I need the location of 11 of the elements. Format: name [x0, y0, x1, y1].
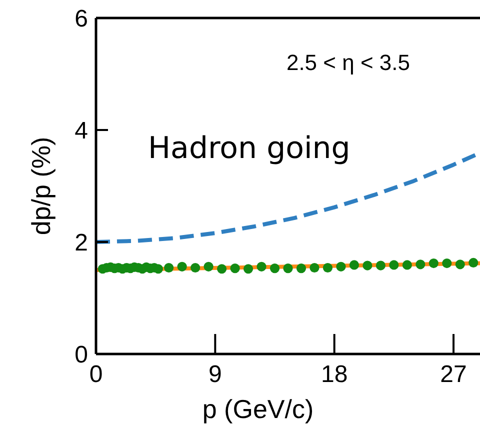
x-tick-label: 9	[208, 361, 222, 388]
annotation: 2.5 < η < 3.5	[286, 50, 410, 75]
y-tick-label: 0	[74, 341, 88, 368]
x-tick-label: 27	[440, 361, 467, 388]
x-axis-title: p (GeV/c)	[202, 394, 314, 424]
annotation: Hadron going	[148, 131, 350, 166]
y-axis-title: dp/p (%)	[26, 136, 56, 236]
y-tick-label: 2	[74, 229, 88, 256]
y-tick-label: 4	[74, 117, 88, 144]
x-tick-label: 18	[320, 361, 348, 388]
y-tick-label: 6	[74, 5, 88, 32]
